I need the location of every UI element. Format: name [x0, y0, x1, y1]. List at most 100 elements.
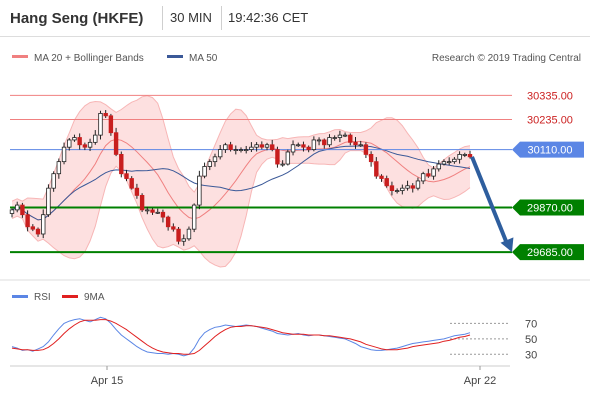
arrow-head — [500, 237, 514, 253]
candle-body — [145, 209, 150, 212]
candle-body — [379, 175, 384, 179]
candle-body — [171, 226, 176, 230]
rsi-tick-label: 50 — [525, 334, 537, 346]
candle-body — [77, 137, 82, 146]
candle-body — [20, 204, 25, 216]
rsi-legend-label: RSI — [34, 292, 51, 303]
candle-body — [452, 158, 457, 163]
rsi-tick-label: 70 — [525, 318, 537, 330]
candle-body — [270, 144, 275, 150]
support-level-label: 29685.00 — [527, 247, 573, 259]
candle-body — [337, 134, 343, 138]
forecast-arrow — [470, 156, 514, 253]
candle-body — [254, 144, 259, 148]
candle-body — [467, 154, 473, 158]
candle-body — [374, 161, 379, 177]
level-tags: 30335.00 30235.00 30110.00 29870.00 29685.00 — [512, 90, 584, 261]
candle-body — [25, 214, 30, 228]
candle-body — [217, 149, 223, 158]
candle-body — [108, 115, 114, 134]
candle-body — [420, 173, 426, 182]
candle-body — [155, 211, 160, 214]
rsi-tick-label: 30 — [525, 349, 537, 361]
candle-body — [103, 113, 108, 117]
candle-body — [462, 154, 467, 156]
candle-body — [285, 151, 291, 165]
candle-body — [202, 166, 207, 177]
candle-body — [327, 137, 332, 146]
candle-body — [176, 228, 181, 242]
candle-body — [316, 139, 322, 142]
bollinger-lower-band — [11, 150, 471, 268]
ma50-legend-swatch — [167, 55, 183, 58]
instrument-title: Hang Seng (HKFE) — [10, 10, 144, 27]
candle-body — [93, 134, 98, 143]
candle-body — [186, 228, 192, 240]
candle-body — [301, 144, 306, 148]
candle-body — [207, 161, 212, 167]
candle-body — [67, 139, 72, 148]
timestamp-label: 19:42:36 CET — [228, 10, 309, 25]
candle-body — [35, 228, 41, 235]
timeframe-label[interactable]: 30 MIN — [170, 10, 212, 25]
candle-body — [368, 154, 374, 163]
candle-body — [342, 134, 348, 137]
x-tick-label: Apr 15 — [91, 375, 123, 387]
candle-body — [134, 187, 140, 196]
candle-body — [113, 132, 119, 155]
candle-body — [98, 113, 103, 136]
rsi-ma-line — [11, 319, 471, 355]
candle-body — [275, 149, 280, 165]
candle-body — [332, 137, 337, 139]
candle-body — [358, 144, 363, 147]
candle-body — [15, 204, 20, 211]
rsi-legend-swatch — [12, 295, 28, 298]
rsi-panel: 70 50 30 — [11, 316, 537, 361]
candle-body — [129, 178, 134, 189]
candle-body — [389, 185, 395, 191]
rsi-ma-legend-label: 9MA — [84, 292, 105, 303]
candle-body — [249, 146, 254, 150]
candle-body — [165, 216, 171, 228]
candle-body — [290, 144, 296, 153]
arrow-shaft — [470, 156, 510, 247]
key-levels — [10, 94, 512, 254]
candle-body — [238, 149, 244, 151]
candle-body — [264, 144, 270, 148]
ma50-line — [11, 145, 471, 221]
candle-body — [353, 141, 358, 146]
header-underline — [0, 36, 590, 37]
candlesticks — [9, 110, 473, 246]
candle-body — [405, 185, 410, 189]
candle-body — [410, 185, 415, 189]
candle-body — [280, 163, 285, 166]
candle-body — [160, 211, 166, 218]
candle-body — [394, 190, 400, 192]
ma20-line — [11, 138, 471, 221]
support-level-label: 29870.00 — [527, 202, 573, 214]
bollinger-upper-band — [11, 95, 471, 202]
support-level-tag — [512, 199, 584, 216]
candle-body — [431, 168, 436, 177]
candle-body — [139, 195, 145, 211]
chart-header: Hang Seng (HKFE) 30 MIN 19:42:36 CET — [0, 0, 590, 37]
ma20-legend-swatch — [12, 55, 28, 58]
candle-body — [259, 144, 265, 148]
candle-body — [400, 187, 405, 191]
candle-body — [348, 134, 353, 143]
ma50-legend-label: MA 50 — [189, 53, 218, 64]
candle-body — [384, 178, 389, 187]
candle-body — [436, 163, 441, 170]
candle-body — [124, 173, 129, 179]
candle-body — [212, 156, 218, 163]
pivot-level-label: 30110.00 — [527, 145, 572, 157]
candle-body — [363, 144, 369, 155]
candle-body — [87, 141, 93, 148]
candle-body — [322, 139, 327, 146]
candle-body — [150, 209, 155, 213]
rsi-line — [11, 316, 471, 357]
header-divider — [162, 6, 163, 30]
candle-body — [30, 226, 36, 230]
candle-body — [223, 144, 228, 150]
